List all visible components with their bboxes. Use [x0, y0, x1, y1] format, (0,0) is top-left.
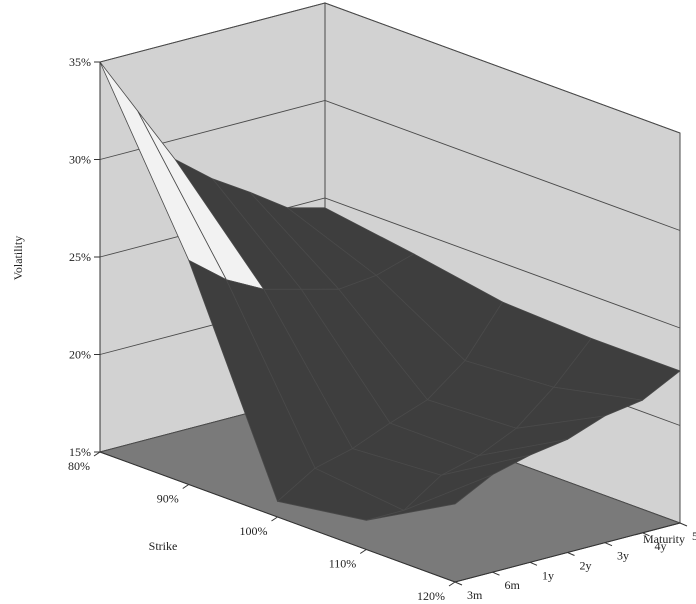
- strike-tick-labels: 80% 90% 100% 110% 120%: [68, 451, 456, 603]
- maturity-tick: [567, 552, 575, 556]
- gridline: [99, 197, 681, 329]
- maturity-tick-labels: 3m 6m 1y 2y 3y 4y 5y: [454, 522, 696, 602]
- maturity-tick: [679, 522, 688, 527]
- maturity-tick: [492, 571, 500, 576]
- strike-tick: [271, 516, 278, 522]
- strike-tick: [93, 451, 101, 457]
- maturity-tick-label: 3m: [467, 588, 483, 602]
- maturity-tick-label: 6m: [505, 578, 521, 592]
- strike-tick-label: 120%: [417, 589, 445, 603]
- z-tick-label: 15%: [69, 445, 91, 459]
- strike-tick: [182, 484, 190, 489]
- maturity-tick-label: 3y: [617, 549, 629, 563]
- maturity-tick-label: 1y: [542, 568, 554, 582]
- maturity-tick: [454, 581, 463, 586]
- strike-tick-label: 100%: [240, 524, 268, 538]
- surface-mesh: [99, 61, 681, 521]
- z-tick-label: 25%: [69, 250, 91, 264]
- maturity-tick: [642, 532, 650, 537]
- z-tick-label: 20%: [69, 348, 91, 362]
- gridline: [99, 100, 681, 231]
- z-tick-labels: 15% 20% 25% 30% 35%: [69, 55, 100, 459]
- x-axis-label: Strike: [149, 539, 178, 553]
- maturity-tick-label: 2y: [580, 559, 592, 573]
- gridline: [99, 2, 681, 134]
- maturity-tick: [604, 542, 613, 547]
- z-tick-label: 35%: [69, 55, 91, 69]
- strike-tick-label: 90%: [157, 492, 179, 506]
- z-tick-label: 30%: [69, 153, 91, 167]
- strike-tick: [448, 581, 456, 587]
- y-axis-label: Maturity: [643, 532, 685, 546]
- maturity-tick: [529, 561, 538, 566]
- strike-tick-label: 110%: [329, 557, 357, 571]
- maturity-tick-label: 4y: [655, 539, 667, 553]
- z-axis-label: Volatility: [11, 236, 25, 280]
- strike-tick: [359, 549, 367, 554]
- surface-patch: [365, 474, 493, 521]
- strike-tick-label: 80%: [68, 459, 90, 473]
- maturity-tick-label: 5y: [692, 529, 696, 543]
